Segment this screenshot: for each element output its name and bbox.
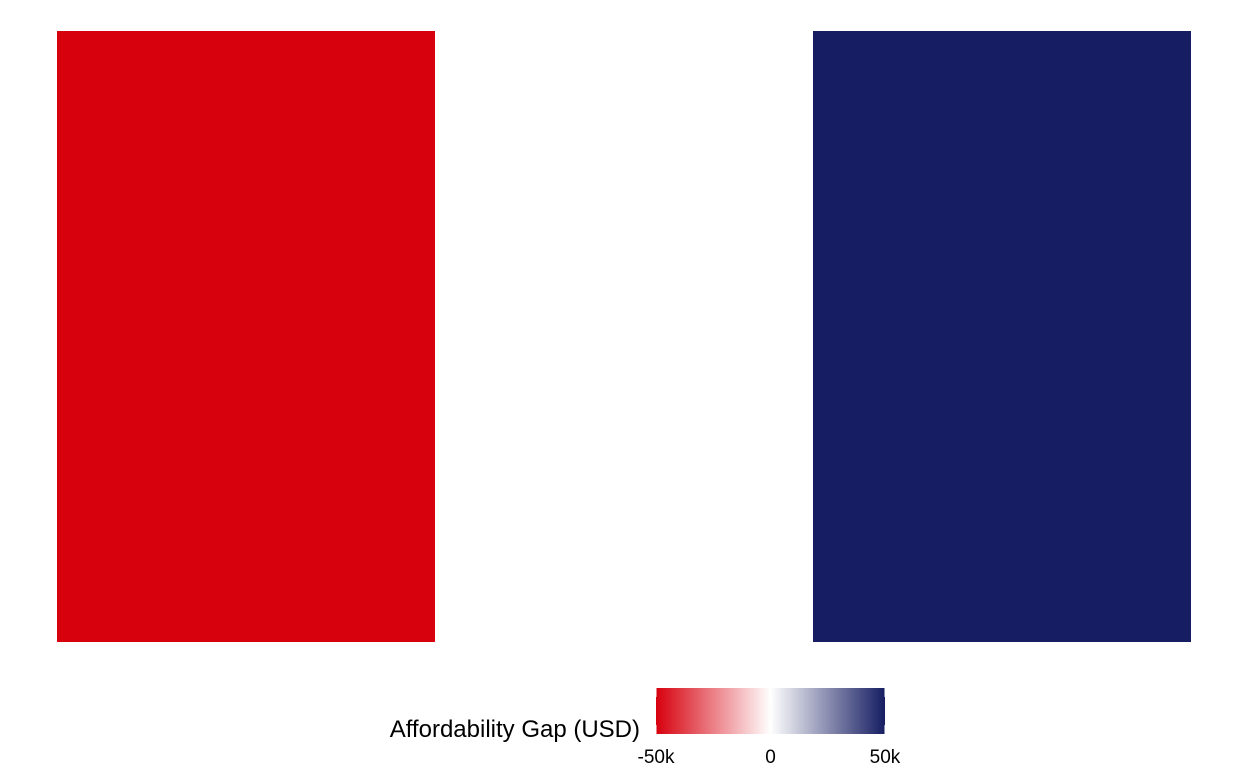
legend-title: Affordability Gap (USD)	[390, 716, 640, 743]
heatmap-tiles	[57, 31, 1191, 642]
heatmap-tile-2	[435, 31, 813, 642]
legend-tick-label: 50k	[870, 747, 901, 768]
heatmap-tile-1	[57, 31, 435, 642]
heatmap-tile-3	[813, 31, 1191, 642]
legend-tick-label: -50k	[638, 747, 675, 768]
legend-tick-label: 0	[765, 747, 776, 768]
legend-ticks: -50k 0 50k	[638, 688, 901, 768]
color-legend: Affordability Gap (USD) -50k 0 50k	[390, 688, 901, 768]
